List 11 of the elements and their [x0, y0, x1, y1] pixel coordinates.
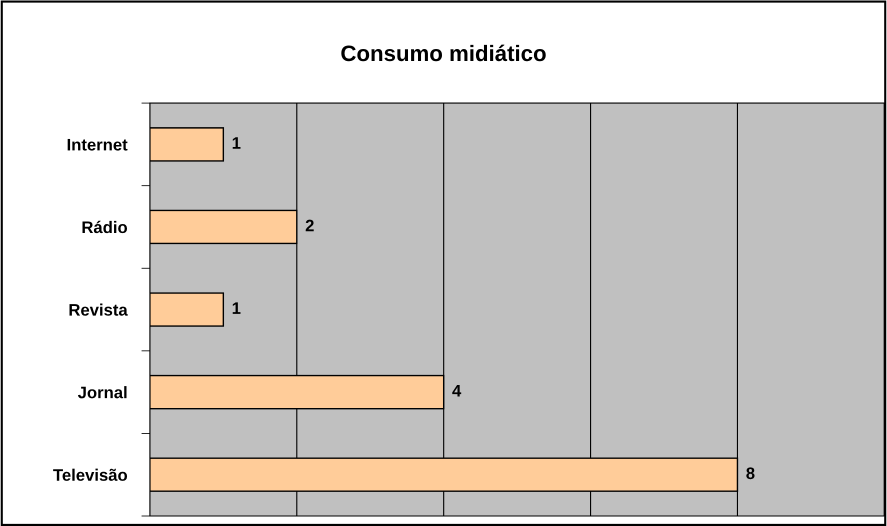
- y-tick-label: Televisão: [53, 468, 128, 481]
- y-tick-label: Revista: [70, 304, 128, 316]
- data-label: 4: [452, 384, 462, 396]
- y-tick-label: Rádio: [82, 220, 128, 234]
- data-label: 1: [232, 137, 240, 149]
- data-label: 8: [746, 467, 755, 480]
- data-label: 2: [306, 220, 314, 232]
- y-tick-label: Jornal: [78, 386, 127, 398]
- y-tick-label: Internet: [68, 138, 128, 151]
- chart-title: Consumo midiático: [341, 44, 546, 62]
- data-label: 1: [232, 302, 240, 314]
